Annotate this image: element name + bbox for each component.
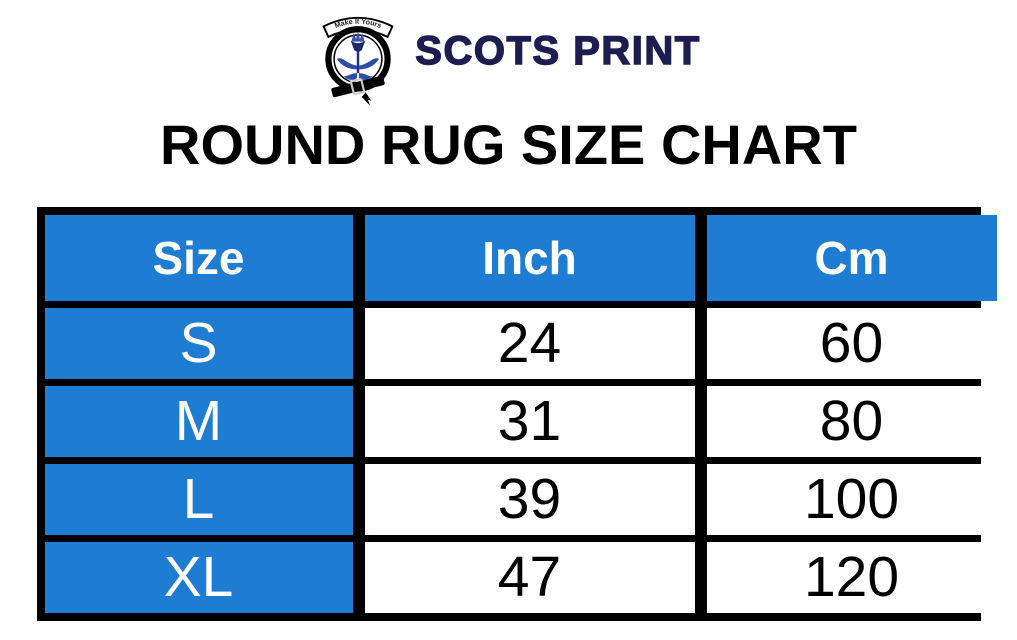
svg-text:Make It Yours: Make It Yours <box>334 18 383 30</box>
belt-buckle-icon <box>331 75 385 106</box>
clan-badge-logo: Make It Yours <box>322 16 394 106</box>
cell-inch-m: 31 <box>364 386 695 457</box>
cell-cm-s: 60 <box>706 308 997 379</box>
size-chart-table: Size Inch Cm S 24 60 M 31 80 L 39 100 XL… <box>36 207 997 621</box>
page: Make It Yours <box>0 0 1017 621</box>
cell-cm-m: 80 <box>706 386 997 457</box>
header-cell-size: Size <box>44 215 353 301</box>
cell-size-l: L <box>44 464 353 535</box>
cell-inch-xl: 47 <box>364 542 695 613</box>
brand-motto: Make It Yours <box>334 18 383 30</box>
cell-size-s: S <box>44 308 353 379</box>
cell-cm-xl: 120 <box>706 542 997 613</box>
brand-header: Make It Yours <box>0 0 1017 106</box>
thistle-icon <box>337 31 380 80</box>
cell-inch-s: 24 <box>364 308 695 379</box>
brand-name: SCOTS PRINT <box>415 28 701 73</box>
page-title: ROUND RUG SIZE CHART <box>160 113 857 176</box>
header-cell-cm: Cm <box>706 215 997 301</box>
cell-size-m: M <box>44 386 353 457</box>
cell-inch-l: 39 <box>364 464 695 535</box>
cell-cm-l: 100 <box>706 464 997 535</box>
header-cell-inch: Inch <box>364 215 695 301</box>
cell-size-xl: XL <box>44 542 353 613</box>
